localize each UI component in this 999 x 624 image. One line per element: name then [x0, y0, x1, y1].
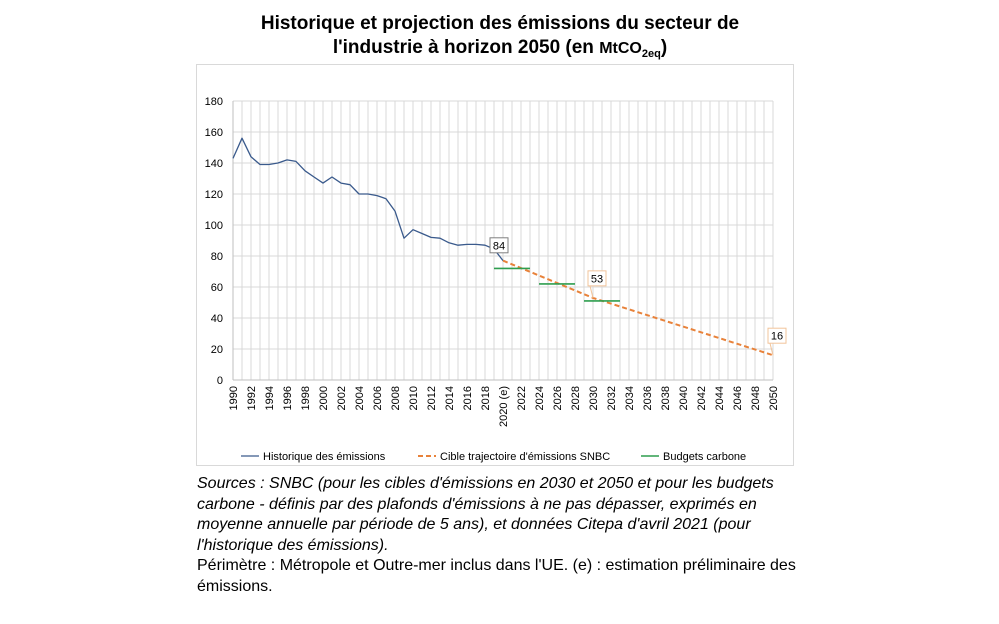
x-tick-label: 2022: [516, 386, 528, 410]
x-tick-label: 2016: [462, 386, 474, 410]
x-tick-label: 2044: [714, 386, 726, 410]
chart-frame: [196, 64, 794, 466]
chart-title-unit: MtCO2eq: [599, 40, 661, 61]
chart-notes: Sources : SNBC (pour les cibles d'émissi…: [197, 474, 797, 597]
y-tick-label: 120: [205, 189, 223, 201]
data-label: 16: [771, 331, 783, 343]
perimeter-note: Périmètre : Métropole et Outre-mer inclu…: [197, 557, 796, 595]
x-tick-label: 1994: [264, 386, 276, 410]
chart-title-line2-text: l'industrie à horizon 2050 (en: [332, 37, 600, 58]
y-tick-label: 180: [205, 96, 223, 108]
x-tick-label: 2006: [372, 386, 384, 410]
y-tick-label: 20: [211, 344, 223, 356]
x-tick-label: 2042: [696, 386, 708, 410]
x-tick-label: 2034: [624, 386, 636, 410]
x-tick-label: 2014: [444, 386, 456, 410]
annotation-box: [489, 237, 509, 254]
historical-emissions-line: [232, 137, 504, 261]
sources-note: Sources : SNBC (pour les cibles d'émissi…: [197, 475, 774, 554]
annotation-leader-line: [769, 343, 774, 356]
annotation-box: [767, 327, 787, 344]
data-label: 84: [493, 240, 505, 252]
x-tick-label: 2046: [732, 386, 744, 410]
chart-title-close: ): [660, 37, 668, 58]
chart-title-line2: l'industrie à horizon 2050 (en MtCO2eq): [150, 36, 850, 66]
x-tick-label: 2040: [678, 386, 690, 410]
snbc-target-line: [502, 259, 774, 357]
x-tick-label: 2000: [318, 386, 330, 410]
x-tick-label: 2008: [390, 386, 402, 410]
x-tick-label: 1996: [282, 386, 294, 410]
x-tick-label: 2004: [354, 386, 366, 410]
chart-title: Historique et projection des émissions d…: [150, 12, 850, 66]
x-tick-label: 2024: [534, 386, 546, 410]
x-tick-label: 2026: [552, 386, 564, 410]
y-tick-label: 100: [205, 220, 223, 232]
x-tick-label: 2012: [426, 386, 438, 410]
legend-label: Cible trajectoire d'émissions SNBC: [440, 451, 610, 463]
x-tick-label: 2032: [606, 386, 618, 410]
y-tick-label: 80: [211, 251, 223, 263]
y-tick-label: 160: [205, 127, 223, 139]
x-tick-label: 2028: [570, 386, 582, 410]
x-tick-label: 2038: [660, 386, 672, 410]
x-tick-label: 2030: [588, 386, 600, 410]
annotation-leader-line: [589, 285, 594, 298]
x-tick-label: 1990: [228, 386, 240, 410]
x-tick-label: 2010: [408, 386, 420, 410]
y-tick-label: 40: [211, 313, 223, 325]
x-tick-label: 2018: [480, 386, 492, 410]
chart-title-unit-main: MtCO: [599, 40, 642, 57]
data-label: 53: [591, 273, 603, 285]
chart-title-line1: Historique et projection des émissions d…: [260, 13, 740, 34]
x-tick-label: 1992: [246, 386, 258, 410]
legend-label: Historique des émissions: [263, 451, 386, 463]
y-tick-label: 0: [217, 375, 223, 387]
x-tick-label: 2002: [336, 386, 348, 410]
legend-label: Budgets carbone: [663, 451, 746, 463]
x-tick-label: 1998: [300, 386, 312, 410]
x-tick-label: 2048: [750, 386, 762, 410]
x-tick-label: 2020 (e): [498, 386, 510, 427]
y-tick-label: 140: [205, 158, 223, 170]
chart-title-unit-sub: 2eq: [641, 48, 661, 61]
annotation-box: [587, 270, 607, 287]
x-tick-label: 2050: [768, 386, 780, 410]
x-tick-label: 2036: [642, 386, 654, 410]
y-tick-label: 60: [211, 282, 223, 294]
